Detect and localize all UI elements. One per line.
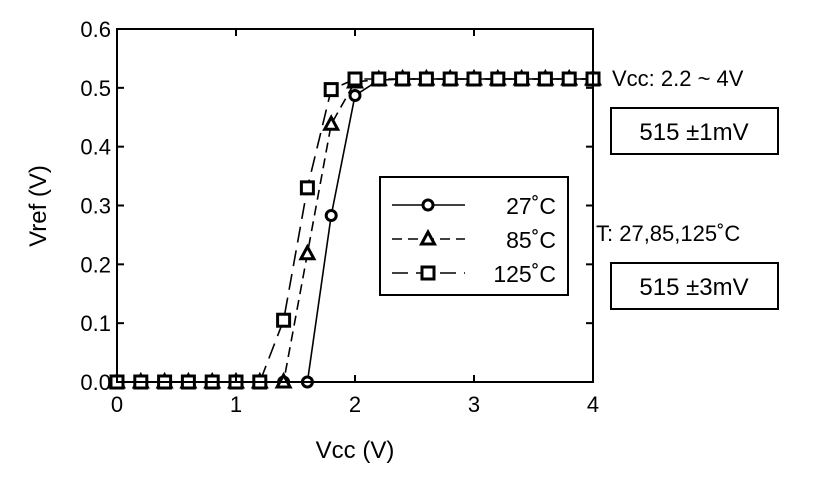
- legend-label: 125˚C: [493, 261, 556, 287]
- ticks-layer: 0 1 2 3 4 0.0 0.1 0.2 0.3 0.4 0.5 0.6: [80, 17, 599, 417]
- y-tick-label: 0.3: [80, 194, 111, 219]
- legend-marker: [418, 228, 438, 246]
- data-point: [561, 71, 577, 87]
- data-point: [514, 71, 530, 87]
- data-point: [322, 114, 341, 131]
- y-tick-label: 0.4: [80, 135, 111, 160]
- legend-marker: [421, 198, 435, 212]
- x-tick-label: 0: [111, 392, 123, 417]
- legend: 27˚C 85˚C 125˚C: [379, 176, 569, 296]
- y-tick-label: 0.5: [80, 76, 111, 101]
- y-tick-label: 0.6: [80, 17, 111, 42]
- legend-box: [379, 176, 569, 296]
- data-point: [324, 209, 338, 223]
- x-tick-label: 4: [587, 392, 599, 417]
- legend-entries: 27˚C 85˚C 125˚C: [392, 193, 556, 287]
- temp-range-note: T: 27,85,125˚C: [596, 221, 740, 246]
- legend-marker: [420, 265, 436, 281]
- accuracy-box-2: [610, 262, 779, 310]
- x-tick-label: 2: [349, 392, 361, 417]
- x-tick-label: 1: [230, 392, 242, 417]
- y-tick-label: 0.2: [80, 252, 111, 277]
- data-point: [466, 71, 482, 87]
- data-point: [298, 243, 317, 261]
- x-tick-label: 3: [468, 392, 480, 417]
- data-point: [371, 71, 387, 87]
- data-point: [490, 71, 506, 87]
- data-point: [276, 312, 292, 328]
- accuracy-box-2-text: 515 ±3mV: [639, 274, 748, 301]
- legend-label: 27˚C: [506, 193, 556, 219]
- y-tick-label: 0.0: [80, 370, 111, 395]
- data-point: [537, 71, 553, 87]
- y-tick-label: 0.1: [80, 311, 111, 336]
- data-point: [348, 88, 362, 102]
- accuracy-box-1-text: 515 ±1mV: [639, 119, 748, 146]
- x-axis-title: Vcc (V): [316, 437, 395, 464]
- legend-label: 85˚C: [506, 227, 556, 253]
- data-point: [395, 71, 411, 87]
- y-axis-title: Vref (V): [25, 165, 52, 247]
- data-point: [323, 82, 339, 98]
- data-point: [299, 180, 315, 196]
- data-point: [347, 71, 363, 87]
- data-point: [418, 71, 434, 87]
- vcc-range-note: Vcc: 2.2 ~ 4V: [612, 66, 744, 91]
- accuracy-box-1: [610, 107, 779, 155]
- data-point: [442, 71, 458, 87]
